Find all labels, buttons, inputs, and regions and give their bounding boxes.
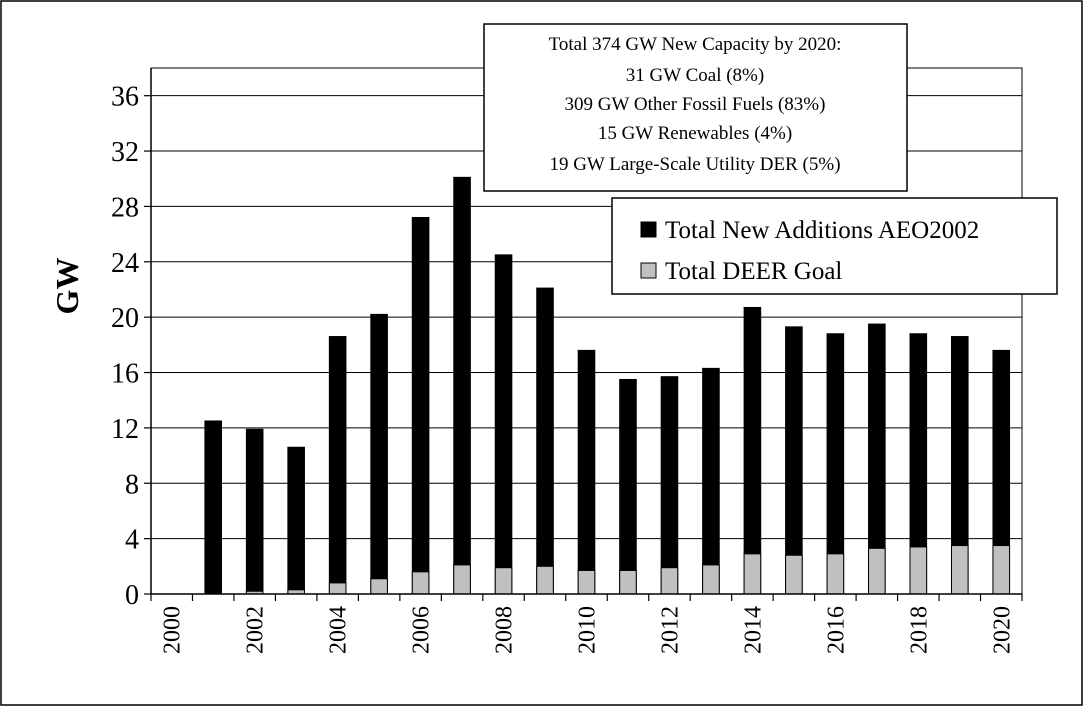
x-tick-label: 2006 [409, 606, 435, 654]
legend-swatch-deer-goal [640, 262, 657, 279]
annotation-box: Total 374 GW New Capacity by 2020: 31 GW… [483, 23, 908, 192]
bar-new-additions-2007 [453, 176, 471, 595]
x-tick-label: 2014 [740, 606, 766, 654]
bar-deer-goal-2006 [411, 571, 430, 595]
bar-new-additions-2003 [287, 446, 305, 595]
bar-deer-goal-2009 [536, 565, 554, 595]
x-tick-label: 2008 [492, 606, 518, 654]
bar-deer-goal-2018 [909, 546, 928, 595]
bar-new-additions-2005 [370, 313, 388, 595]
bar-deer-goal-2019 [950, 545, 969, 595]
y-axis-label: GW [49, 258, 85, 315]
bars [204, 176, 1011, 595]
annotation-line: Total 374 GW New Capacity by 2020: [549, 34, 842, 55]
y-tick-label: 8 [125, 469, 139, 500]
bar-new-additions-2015 [785, 326, 803, 595]
y-tick-labels: 0 4 8 12 16 20 24 28 32 36 [111, 82, 139, 611]
bar-deer-goal-2008 [494, 567, 513, 595]
bar-deer-goal-2010 [577, 569, 596, 595]
x-tick-label: 2004 [326, 606, 352, 654]
bar-new-additions-2009 [536, 287, 554, 595]
bar-new-additions-2014 [743, 306, 762, 595]
annotation-line: 31 GW Coal (8%) [626, 65, 764, 86]
y-tick-label: 24 [111, 248, 139, 279]
axes [150, 68, 1022, 595]
x-tick-label: 2016 [823, 606, 849, 654]
y-tick-label: 16 [111, 359, 139, 390]
bar-deer-goal-2011 [619, 569, 637, 595]
y-tick-label: 12 [111, 414, 139, 445]
bar-deer-goal-2004 [328, 582, 347, 595]
bar-deer-goal-2015 [785, 554, 803, 595]
bar-new-additions-2011 [619, 378, 637, 595]
x-tick-labels: 2000 2002 2004 2006 2008 2010 2012 2014 2016 2018… [160, 606, 1016, 654]
bar-deer-goal-2012 [660, 567, 679, 595]
legend-label-deer-goal: Total DEER Goal [665, 258, 842, 285]
bar-new-additions-2008 [494, 254, 513, 595]
y-tick-label: 0 [125, 580, 139, 611]
x-tick-label: 2012 [657, 606, 683, 654]
annotation-line: 19 GW Large-Scale Utility DER (5%) [549, 154, 840, 175]
y-tick-label: 4 [125, 525, 139, 556]
bar-new-additions-2013 [702, 367, 720, 595]
legend: Total New Additions AEO2002 Total DEER G… [611, 197, 1058, 295]
y-tick-label: 28 [111, 192, 139, 223]
bar-deer-goal-2014 [743, 553, 762, 595]
bar-new-additions-2010 [577, 349, 596, 595]
bar-deer-goal-2016 [826, 553, 845, 595]
bar-new-additions-2006 [411, 216, 430, 595]
bar-new-additions-2004 [328, 336, 347, 595]
bar-deer-goal-2017 [868, 547, 886, 595]
x-tick-label: 2020 [989, 606, 1015, 654]
bar-deer-goal-2020 [992, 545, 1011, 595]
legend-label-new-additions: Total New Additions AEO2002 [665, 217, 979, 244]
bar-deer-goal-2005 [370, 578, 388, 595]
bar-new-additions-2001 [204, 420, 223, 595]
x-tick-label: 2002 [243, 606, 269, 654]
y-tick-label: 32 [111, 137, 139, 168]
annotation-line: 309 GW Other Fossil Fuels (83%) [565, 94, 826, 115]
bar-deer-goal-2013 [702, 564, 720, 595]
bar-deer-goal-2007 [453, 564, 471, 595]
bar-new-additions-2012 [660, 376, 679, 595]
y-tick-label: 20 [111, 303, 139, 334]
annotation-line: 15 GW Renewables (4%) [598, 123, 792, 144]
legend-swatch-new-additions [640, 221, 657, 238]
bar-new-additions-2002 [245, 428, 264, 595]
x-tick-label: 2000 [160, 606, 186, 654]
x-tick-label: 2018 [906, 606, 932, 654]
y-tick-label: 36 [111, 82, 139, 113]
x-tick-label: 2010 [575, 606, 601, 654]
